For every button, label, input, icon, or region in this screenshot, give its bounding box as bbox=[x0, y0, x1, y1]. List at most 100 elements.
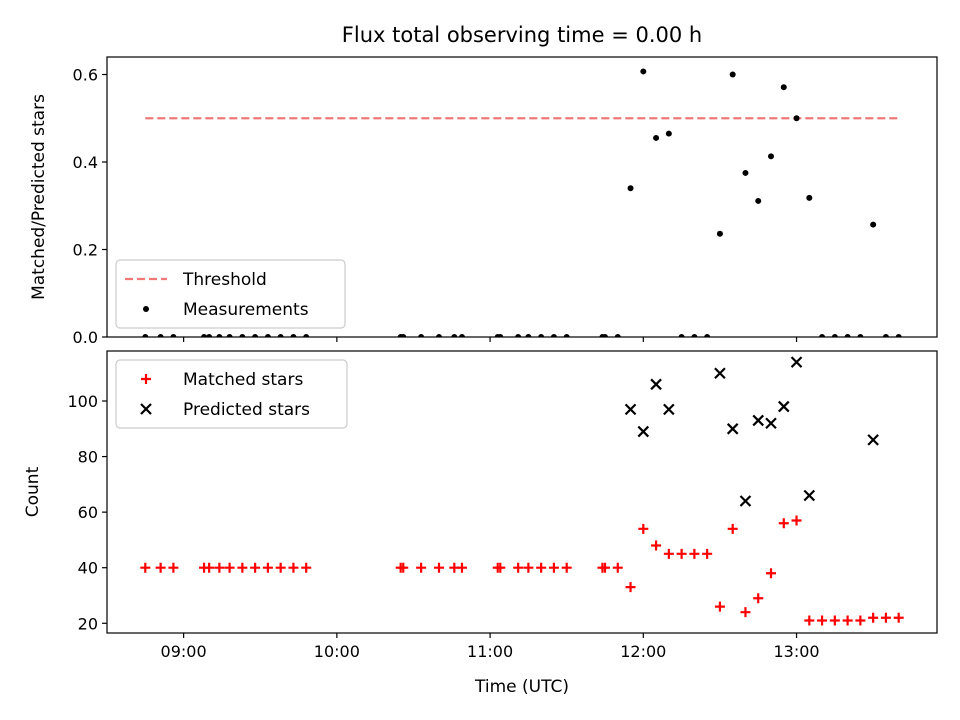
x-tick-label: 09:00 bbox=[161, 642, 207, 661]
data-point bbox=[250, 562, 261, 573]
data-point bbox=[513, 562, 524, 573]
data-point bbox=[600, 562, 610, 573]
data-point bbox=[548, 562, 559, 573]
data-point bbox=[777, 400, 790, 413]
data-point bbox=[790, 356, 803, 368]
x-tick-label: 13:00 bbox=[773, 642, 819, 661]
data-point bbox=[716, 230, 723, 237]
data-point bbox=[753, 593, 764, 604]
data-point bbox=[237, 562, 248, 573]
legend-box bbox=[115, 359, 348, 429]
data-point bbox=[752, 414, 765, 427]
data-point bbox=[704, 334, 711, 337]
data-point bbox=[602, 334, 608, 337]
y-tick-label: 0.2 bbox=[73, 241, 98, 260]
data-point bbox=[740, 607, 751, 618]
data-point bbox=[625, 582, 636, 593]
chart-title: Flux total observing time = 0.00 h bbox=[342, 23, 702, 47]
data-point bbox=[612, 562, 623, 573]
data-point bbox=[456, 562, 467, 573]
data-point bbox=[855, 615, 866, 626]
legend-label: Matched stars bbox=[183, 370, 303, 390]
data-point bbox=[142, 334, 149, 337]
data-point bbox=[301, 562, 312, 573]
y-axis-label: Matched/Predicted stars bbox=[29, 94, 49, 300]
y-tick-label: 80 bbox=[78, 448, 98, 467]
data-point bbox=[791, 515, 802, 526]
data-point bbox=[168, 562, 179, 573]
legend-label: Measurements bbox=[183, 300, 309, 320]
data-point bbox=[458, 334, 465, 337]
data-point bbox=[870, 221, 877, 228]
legend-swatch bbox=[143, 306, 149, 312]
y-tick-label: 100 bbox=[67, 392, 98, 411]
data-point bbox=[523, 562, 534, 573]
data-point bbox=[729, 71, 736, 78]
ratio-panel: 0.0 0.2 0.4 0.6 Matched/Predicted stars Thres… bbox=[29, 56, 938, 347]
data-point bbox=[170, 334, 177, 337]
data-point bbox=[561, 562, 572, 573]
data-point bbox=[275, 562, 286, 573]
data-point bbox=[765, 417, 777, 430]
data-point bbox=[239, 334, 246, 337]
data-point bbox=[264, 334, 271, 337]
data-point bbox=[893, 612, 904, 623]
legend-label: Predicted stars bbox=[183, 400, 310, 420]
data-point bbox=[714, 367, 726, 380]
data-point bbox=[653, 134, 660, 141]
data-point bbox=[868, 612, 879, 623]
data-point bbox=[650, 378, 662, 391]
legend-label: Threshold bbox=[182, 270, 267, 290]
data-point bbox=[536, 562, 547, 573]
data-point bbox=[451, 334, 458, 337]
data-point bbox=[844, 334, 851, 337]
x-tick-label: 12:00 bbox=[620, 642, 666, 661]
data-point bbox=[206, 334, 213, 337]
data-point bbox=[288, 562, 299, 573]
data-point bbox=[640, 68, 647, 75]
data-point bbox=[303, 334, 310, 337]
data-point bbox=[525, 334, 532, 337]
data-point bbox=[216, 334, 223, 337]
data-point bbox=[676, 548, 687, 559]
data-point bbox=[817, 615, 828, 626]
data-point bbox=[726, 423, 739, 435]
data-point bbox=[806, 194, 813, 201]
count-panel: 09:00 10:00 11:00 12:00 13:00 20 40 60 80 100 Coun… bbox=[23, 350, 938, 697]
data-point bbox=[624, 403, 637, 416]
data-point bbox=[651, 540, 662, 551]
data-point bbox=[778, 518, 789, 529]
data-point bbox=[140, 562, 151, 573]
data-point bbox=[627, 185, 634, 192]
data-point bbox=[702, 548, 713, 559]
data-point bbox=[155, 562, 166, 573]
y-tick-label: 60 bbox=[78, 503, 98, 522]
data-point bbox=[665, 130, 672, 137]
data-point bbox=[803, 489, 816, 502]
data-point bbox=[495, 562, 506, 573]
data-point bbox=[637, 425, 650, 438]
y-tick-label: 20 bbox=[78, 614, 98, 633]
data-point bbox=[201, 334, 208, 337]
data-point bbox=[416, 562, 427, 573]
data-point bbox=[831, 334, 838, 337]
data-point bbox=[515, 334, 522, 337]
data-point bbox=[204, 562, 215, 573]
y-tick-label: 0.0 bbox=[73, 328, 98, 347]
data-point bbox=[252, 334, 259, 337]
y-tick-label: 40 bbox=[78, 559, 98, 578]
data-point bbox=[436, 334, 442, 337]
data-point bbox=[614, 334, 621, 337]
data-point bbox=[497, 334, 504, 337]
data-point bbox=[691, 334, 698, 337]
data-point bbox=[867, 434, 879, 446]
data-point bbox=[829, 615, 840, 626]
data-point bbox=[882, 334, 889, 337]
legend-swatch bbox=[141, 374, 151, 384]
data-point bbox=[550, 334, 557, 337]
data-point bbox=[742, 169, 749, 176]
data-point bbox=[714, 601, 725, 612]
data-point bbox=[739, 495, 752, 507]
legend: Matched stars Predicted stars bbox=[115, 359, 348, 429]
